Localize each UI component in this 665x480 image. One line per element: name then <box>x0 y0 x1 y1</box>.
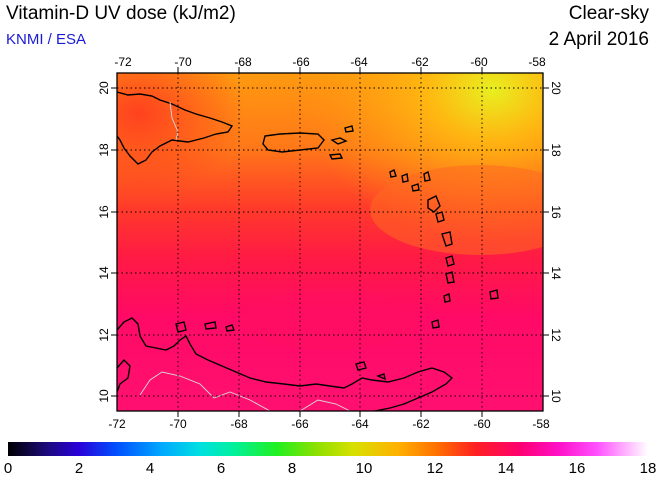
colorbar-label: 16 <box>568 460 586 477</box>
colorbar-label: 2 <box>74 460 84 477</box>
lon-bottom-label: -58 <box>532 417 550 431</box>
lon-bottom-label: -60 <box>473 417 491 431</box>
colorbar <box>8 442 648 456</box>
lon-bottom-label: -64 <box>351 417 369 431</box>
lon-bottom-label: -72 <box>108 417 126 431</box>
lon-bottom-label: -68 <box>230 417 248 431</box>
lat-left-label: 16 <box>97 205 111 219</box>
coastlines <box>117 91 499 411</box>
tick-marks <box>111 67 549 417</box>
lat-right-label: 18 <box>549 143 563 157</box>
lat-right-label: 12 <box>549 328 563 342</box>
lon-top-label: -66 <box>292 55 310 69</box>
lat-left-label: 10 <box>97 389 111 403</box>
lon-top-label: -58 <box>528 55 546 69</box>
chart-title: Vitamin-D UV dose (kJ/m2) <box>6 3 236 24</box>
lon-top-label: -72 <box>114 55 132 69</box>
colorbar-label: 0 <box>3 460 13 477</box>
lat-right-label: 20 <box>549 81 563 95</box>
country-borders <box>139 101 351 411</box>
colorbar-label: 18 <box>639 460 657 477</box>
lat-left-label: 14 <box>97 266 111 280</box>
colorbar-label: 6 <box>216 460 226 477</box>
colorbar-label: 14 <box>497 460 515 477</box>
lon-top-label: -70 <box>174 55 192 69</box>
lon-top-label: -62 <box>411 55 429 69</box>
colorbar-label: 10 <box>355 460 373 477</box>
lat-left-label: 20 <box>97 81 111 95</box>
sky-mode-label: Clear-sky <box>568 3 649 24</box>
dose-field <box>117 73 543 411</box>
lat-left-label: 12 <box>97 328 111 342</box>
lon-top-label: -60 <box>470 55 488 69</box>
colorbar-label: 12 <box>426 460 444 477</box>
lat-right-label: 14 <box>549 266 563 280</box>
lon-bottom-label: -62 <box>412 417 430 431</box>
colorbar-label: 4 <box>145 460 155 477</box>
uv-dose-map: -72 -70 -68 -66 -64 -62 -60 -58 -72 -70 … <box>97 55 563 431</box>
lat-right-label: 10 <box>549 389 563 403</box>
lon-top-label: -64 <box>350 55 368 69</box>
lon-bottom-label: -70 <box>169 417 187 431</box>
date-label: 2 April 2016 <box>548 29 649 50</box>
map-frame <box>116 72 544 412</box>
lat-left-label: 18 <box>97 143 111 157</box>
lat-right-label: 16 <box>549 205 563 219</box>
lon-bottom-label: -66 <box>291 417 309 431</box>
colorbar-label: 8 <box>287 460 297 477</box>
lon-top-label: -68 <box>234 55 252 69</box>
graticule <box>117 73 543 411</box>
credit-label: KNMI / ESA <box>6 31 87 48</box>
